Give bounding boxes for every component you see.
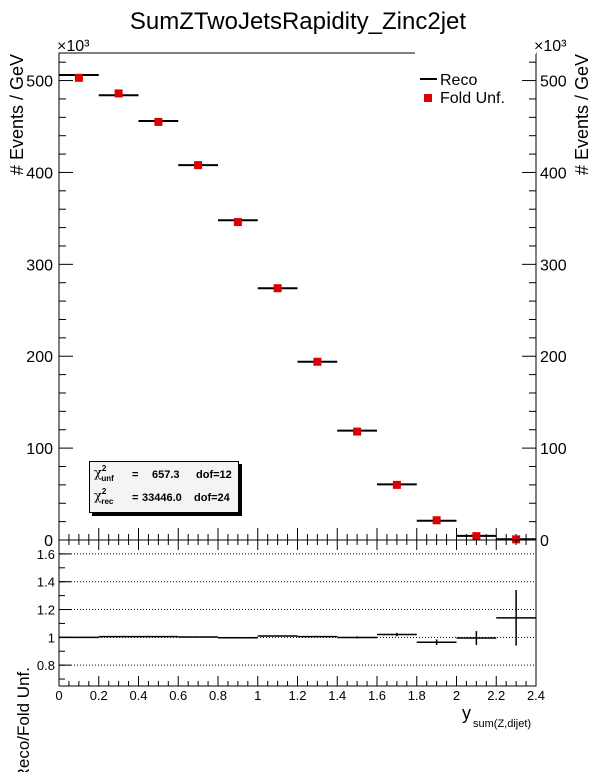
plot-title: SumZTwoJetsRapidity_Zinc2jet — [130, 8, 466, 35]
chi2-unf-value: 657.3 — [152, 469, 180, 481]
y-exponent-label-right: ×10³ — [534, 38, 567, 55]
y-tick-label: 300 — [26, 257, 53, 274]
chi2-unf-line: χ2unf = 657.3 dof=12 — [94, 464, 232, 483]
chi2-unf-dof: dof=12 — [196, 469, 232, 481]
y-tick-label: 200 — [26, 349, 53, 366]
chi2-rec-dof: dof=24 — [194, 492, 230, 504]
ratio-y-tick-label: 0.8 — [37, 658, 55, 673]
x-tick-label: 0.4 — [129, 688, 147, 703]
legend-reco-label: Reco — [440, 72, 477, 89]
x-tick-label: 0.8 — [209, 688, 227, 703]
ratio-panel: 0.8 1 1.2 1.4 1.6 0 0.2 0.4 0.6 0.8 1 1.2 1.4 1.6 1.8 2… — [14, 539, 545, 772]
y-tick-label-right: 300 — [540, 257, 567, 274]
frame-gap — [415, 52, 536, 54]
x-tick-label: 2.4 — [527, 688, 545, 703]
fold-unf-marker — [194, 161, 203, 170]
fold-unf-marker — [114, 89, 123, 98]
ratio-y-axis-title: Reco/Fold Unf. — [14, 667, 33, 772]
fold-unf-marker — [273, 284, 282, 293]
chi2-rec-label: rec — [101, 497, 114, 506]
y-tick-label: 0 — [44, 533, 53, 550]
x-axis-title: y — [462, 703, 471, 723]
chi-symbol: χ — [94, 489, 102, 504]
legend-fold-marker — [424, 94, 432, 102]
ratio-y-tick-label: 1.6 — [37, 547, 55, 562]
fold-unf-marker — [74, 73, 83, 82]
chi2-unf-label: unf — [101, 474, 114, 483]
x-tick-label: 1.2 — [288, 688, 306, 703]
fold-unf-marker — [432, 516, 441, 525]
y-tick-label-right: 500 — [540, 74, 567, 91]
fold-unf-marker — [472, 532, 481, 541]
y-tick-label: 400 — [26, 165, 53, 182]
y-tick-label-right: 0 — [540, 533, 549, 550]
ratio-y-tick-label: 1 — [48, 630, 55, 645]
legend-fold-label: Fold Unf. — [440, 90, 505, 107]
y-exponent-label: ×10³ — [57, 38, 90, 55]
chi2-stats-box: χ2unf = 657.3 dof=12 χ2rec = 33446.0 dof… — [89, 461, 239, 513]
chi2-rec-line: χ2rec = 33446.0 dof=24 — [94, 487, 230, 506]
fold-unf-marker — [512, 535, 521, 544]
y-tick-label-right: 400 — [540, 165, 567, 182]
y-tick-label-right: 200 — [540, 349, 567, 366]
y-tick-label-right: 100 — [540, 441, 567, 458]
x-tick-label: 1.6 — [368, 688, 386, 703]
x-tick-label: 0.2 — [90, 688, 108, 703]
y-tick-label: 500 — [26, 74, 53, 91]
x-tick-label: 2 — [453, 688, 460, 703]
y-tick-label: 100 — [26, 441, 53, 458]
y-axis-title: # Events / GeV — [7, 54, 27, 175]
x-tick-label: 2.2 — [487, 688, 505, 703]
x-axis-title-sub: sum(Z,dijet) — [473, 718, 531, 730]
x-tick-label: 1 — [254, 688, 261, 703]
ratio-y-tick-label: 1.2 — [37, 603, 55, 618]
fold-unf-marker — [233, 218, 242, 227]
fold-unf-marker — [392, 480, 401, 489]
x-tick-label: 0 — [55, 688, 62, 703]
ratio-y-tick-label: 1.4 — [37, 575, 55, 590]
chi-symbol: χ — [94, 466, 102, 481]
fold-unf-marker — [353, 427, 362, 436]
x-tick-label: 0.6 — [169, 688, 187, 703]
x-tick-label: 1.8 — [408, 688, 426, 703]
fold-unf-marker — [313, 357, 322, 366]
y-axis-title-right: # Events / GeV — [572, 54, 592, 175]
main-panel: 0 0 100 100 200 200 300 300 400 400 500 500 ×10³ ×10³… — [7, 38, 592, 550]
chi2-rec-value: 33446.0 — [142, 492, 182, 504]
ratio-frame — [58, 539, 537, 687]
x-tick-label: 1.4 — [328, 688, 346, 703]
fold-unf-marker — [154, 117, 163, 126]
